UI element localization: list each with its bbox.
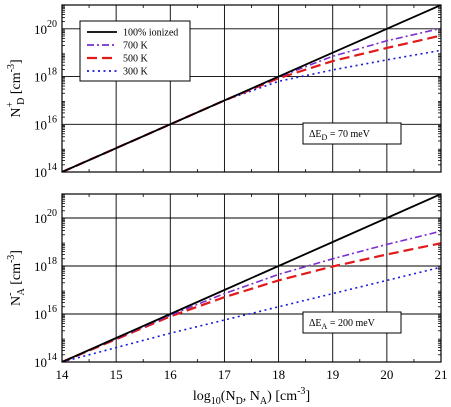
- series-line-500-k: [62, 242, 441, 362]
- y-tick-exp: 20: [47, 208, 57, 219]
- y-tick-label: 1016: [34, 114, 57, 132]
- series-line-100-ionized: [62, 5, 441, 172]
- y-title-units-close: ]: [9, 59, 24, 64]
- annotation-box: [302, 311, 402, 334]
- x-tick-label: 19: [326, 367, 339, 382]
- x-title-main: log: [193, 389, 211, 404]
- y-axis-title: N-A [cm-3]: [5, 250, 27, 306]
- y-tick-label: 1020: [34, 208, 57, 226]
- x-tick-label: 14: [56, 367, 70, 382]
- x-title-close: ]: [305, 389, 310, 404]
- anno-sub: A: [322, 322, 328, 331]
- series-line-100-ionized: [62, 194, 441, 362]
- y-tick-base: 10: [34, 307, 47, 322]
- anno-prefix: ΔE: [309, 318, 322, 329]
- y-tick-base: 10: [34, 211, 47, 226]
- x-title-mid3: ) [cm: [267, 389, 297, 404]
- annotation-box: [302, 122, 402, 145]
- legend-label: 700 K: [123, 41, 149, 52]
- x-tick-label: 18: [272, 367, 285, 382]
- y-tick-label: 1014: [34, 162, 57, 180]
- series-line-700-k: [62, 230, 441, 362]
- x-tick-label: 21: [435, 367, 448, 382]
- y-tick-base: 10: [34, 22, 47, 37]
- plot-frame: [61, 193, 442, 363]
- legend-label: 500 K: [123, 54, 149, 65]
- y-tick-exp: 20: [47, 19, 57, 30]
- y-axis-title: N+D [cm-3]: [5, 59, 27, 117]
- y-tick-exp: 16: [47, 114, 57, 125]
- y-title-sup: +: [5, 102, 16, 108]
- series-line-300-k: [62, 266, 441, 362]
- y-title-units: [cm: [9, 263, 24, 288]
- annotation-text: ΔEA = 200 meV: [309, 318, 376, 331]
- x-title-mid: (N: [221, 389, 236, 404]
- plot-frame: [61, 4, 442, 173]
- y-tick-exp: 18: [47, 67, 57, 78]
- annotation-text: ΔED = 70 meV: [309, 129, 371, 142]
- y-tick-base: 10: [34, 70, 47, 85]
- y-tick-base: 10: [34, 117, 47, 132]
- anno-prefix: ΔE: [309, 129, 322, 140]
- x-title-sub: 10: [211, 396, 221, 407]
- anno-rest: = 70 meV: [327, 129, 370, 140]
- anno-rest: = 200 meV: [327, 318, 375, 329]
- x-tick-label: 15: [110, 367, 123, 382]
- y-tick-base: 10: [34, 165, 47, 180]
- y-title-main: N: [9, 108, 24, 118]
- y-title-sub: D: [16, 98, 27, 105]
- y-title-units-exp: -3: [6, 64, 17, 72]
- y-tick-exp: 16: [47, 304, 57, 315]
- y-title-main: N: [9, 296, 24, 306]
- y-title-units: [cm: [9, 72, 24, 97]
- y-tick-base: 10: [34, 355, 47, 370]
- y-tick-label: 1020: [34, 19, 57, 37]
- x-title-sub3: A: [260, 396, 268, 407]
- y-tick-label: 1018: [34, 256, 57, 274]
- y-title-units-exp: -3: [6, 255, 17, 263]
- x-title-sub2: D: [236, 396, 243, 407]
- legend-label: 300 K: [123, 67, 149, 78]
- y-tick-exp: 18: [47, 256, 57, 267]
- y-tick-label: 1016: [34, 304, 57, 322]
- x-title-mid2: , N: [243, 389, 260, 404]
- series-line-300-k: [62, 49, 441, 172]
- y-title-units-close: ]: [9, 250, 24, 255]
- y-tick-exp: 14: [47, 162, 57, 173]
- y-title-sub: A: [16, 288, 27, 296]
- x-tick-label: 16: [164, 367, 178, 382]
- y-tick-base: 10: [34, 259, 47, 274]
- x-tick-label: 17: [218, 367, 232, 382]
- anno-sub: D: [322, 133, 328, 142]
- x-title-exp: -3: [297, 386, 305, 397]
- x-tick-label: 20: [380, 367, 393, 382]
- y-title-sup: -: [5, 293, 16, 296]
- y-tick-exp: 14: [47, 352, 57, 363]
- x-axis-title: log10(ND, NA) [cm-3]: [193, 386, 310, 407]
- y-tick-label: 1018: [34, 67, 57, 85]
- y-tick-label: 1014: [34, 352, 57, 370]
- legend-label: 100% ionized: [123, 28, 178, 39]
